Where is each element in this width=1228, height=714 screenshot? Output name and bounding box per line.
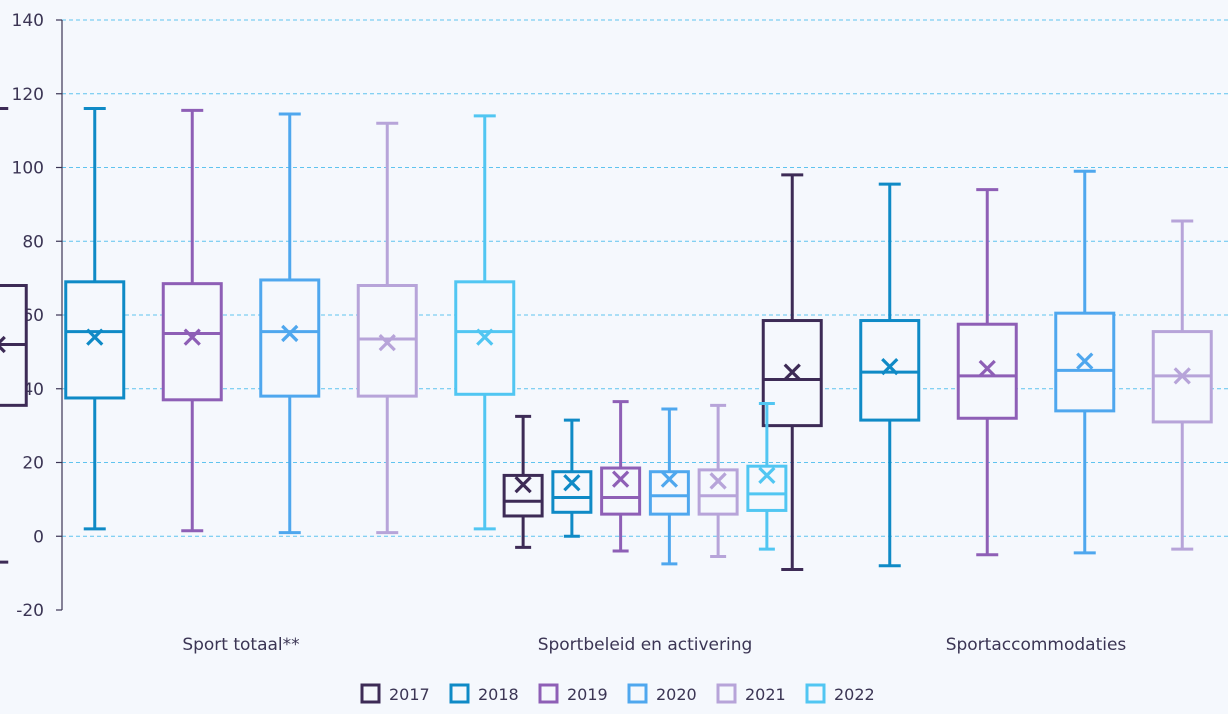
category-label: Sport totaal** <box>182 635 299 655</box>
box-2019-2 <box>600 400 642 553</box>
category-labels: Sport totaal** Sportbeleid en activering S… <box>182 635 1126 655</box>
y-axis: -20 0 20 40 60 80 100 120 140 <box>12 11 63 621</box>
mean-marker <box>86 328 104 346</box>
legend-label: 2021 <box>745 685 786 704</box>
mean-marker <box>378 334 396 352</box>
box-iqr <box>697 468 739 516</box>
box-2020-1 <box>259 112 321 535</box>
box-2022-2 <box>746 402 788 551</box>
box-2021-2 <box>697 403 739 559</box>
box-iqr <box>64 280 126 400</box>
mean-marker <box>281 324 299 343</box>
legend-item-2022[interactable]: 2022 <box>805 683 875 704</box>
mean-marker <box>978 359 996 378</box>
legend-label: 2019 <box>567 685 608 704</box>
box-iqr <box>551 470 593 514</box>
mean-marker <box>709 472 727 490</box>
legend-item-2021[interactable]: 2021 <box>716 683 786 704</box>
legend-item-2020[interactable]: 2020 <box>627 683 697 704</box>
legend-swatch <box>716 683 737 704</box>
y-tick-label: 40 <box>22 380 44 400</box>
box-2018-3 <box>859 182 921 568</box>
legend-label: 2022 <box>834 685 875 704</box>
mean-marker <box>758 466 776 485</box>
box-2021-1 <box>356 121 418 535</box>
y-tick-label: 0 <box>33 527 44 547</box>
box-iqr <box>746 464 788 512</box>
legend-label: 2018 <box>478 685 519 704</box>
y-tick-label: 140 <box>12 11 44 31</box>
mean-marker <box>660 470 679 488</box>
box-iqr <box>259 278 321 398</box>
legend-item-2017[interactable]: 2017 <box>360 683 430 704</box>
mean-marker <box>0 335 6 354</box>
y-tick-label: 100 <box>12 159 44 179</box>
mean-marker <box>881 357 899 376</box>
box-iqr <box>600 466 642 516</box>
legend-swatch <box>538 683 559 704</box>
box-iqr <box>161 282 223 402</box>
mean-marker <box>183 328 201 346</box>
legend-label: 2020 <box>656 685 697 704</box>
legend-item-2018[interactable]: 2018 <box>449 683 519 704</box>
mean-marker <box>1076 352 1094 370</box>
box-2022-1 <box>454 114 516 531</box>
y-tick-label: -20 <box>16 601 44 621</box>
legend-swatch <box>627 683 648 704</box>
legend[interactable]: 2017 2018 2019 2020 2021 2022 <box>360 683 875 704</box>
legend-item-2019[interactable]: 2019 <box>538 683 608 704</box>
box-2019-1 <box>161 108 223 533</box>
box-iqr <box>956 322 1018 420</box>
gridlines <box>62 19 1228 537</box>
mean-marker <box>783 363 801 381</box>
mean-marker <box>514 475 532 494</box>
box-2017-3 <box>761 173 823 571</box>
category-label: Sportaccommodaties <box>946 635 1127 655</box>
y-tick-label: 80 <box>22 232 44 252</box>
y-tick-label: 20 <box>22 454 44 474</box>
box-groups <box>0 107 1213 571</box>
box-iqr <box>502 473 544 518</box>
box-2021-3 <box>1151 219 1213 551</box>
legend-swatch <box>449 683 470 704</box>
category-label: Sportbeleid en activering <box>538 635 753 655</box>
legend-label: 2017 <box>389 685 430 704</box>
mean-marker <box>611 470 630 488</box>
box-2017-1 <box>0 107 28 564</box>
mean-marker <box>476 328 494 346</box>
box-2019-3 <box>956 188 1018 557</box>
box-iqr <box>859 319 921 422</box>
legend-swatch <box>805 683 826 704</box>
mean-marker <box>1173 367 1191 385</box>
legend-swatch <box>360 683 381 704</box>
y-tick-label: 120 <box>12 85 44 105</box>
mean-marker <box>563 474 581 492</box>
box-2018-2 <box>551 418 593 538</box>
box-2020-2 <box>648 407 690 566</box>
box-2018-1 <box>64 107 126 531</box>
box-2020-3 <box>1054 169 1116 555</box>
box-2017-2 <box>502 414 544 549</box>
y-tick-label: 60 <box>22 306 44 326</box>
